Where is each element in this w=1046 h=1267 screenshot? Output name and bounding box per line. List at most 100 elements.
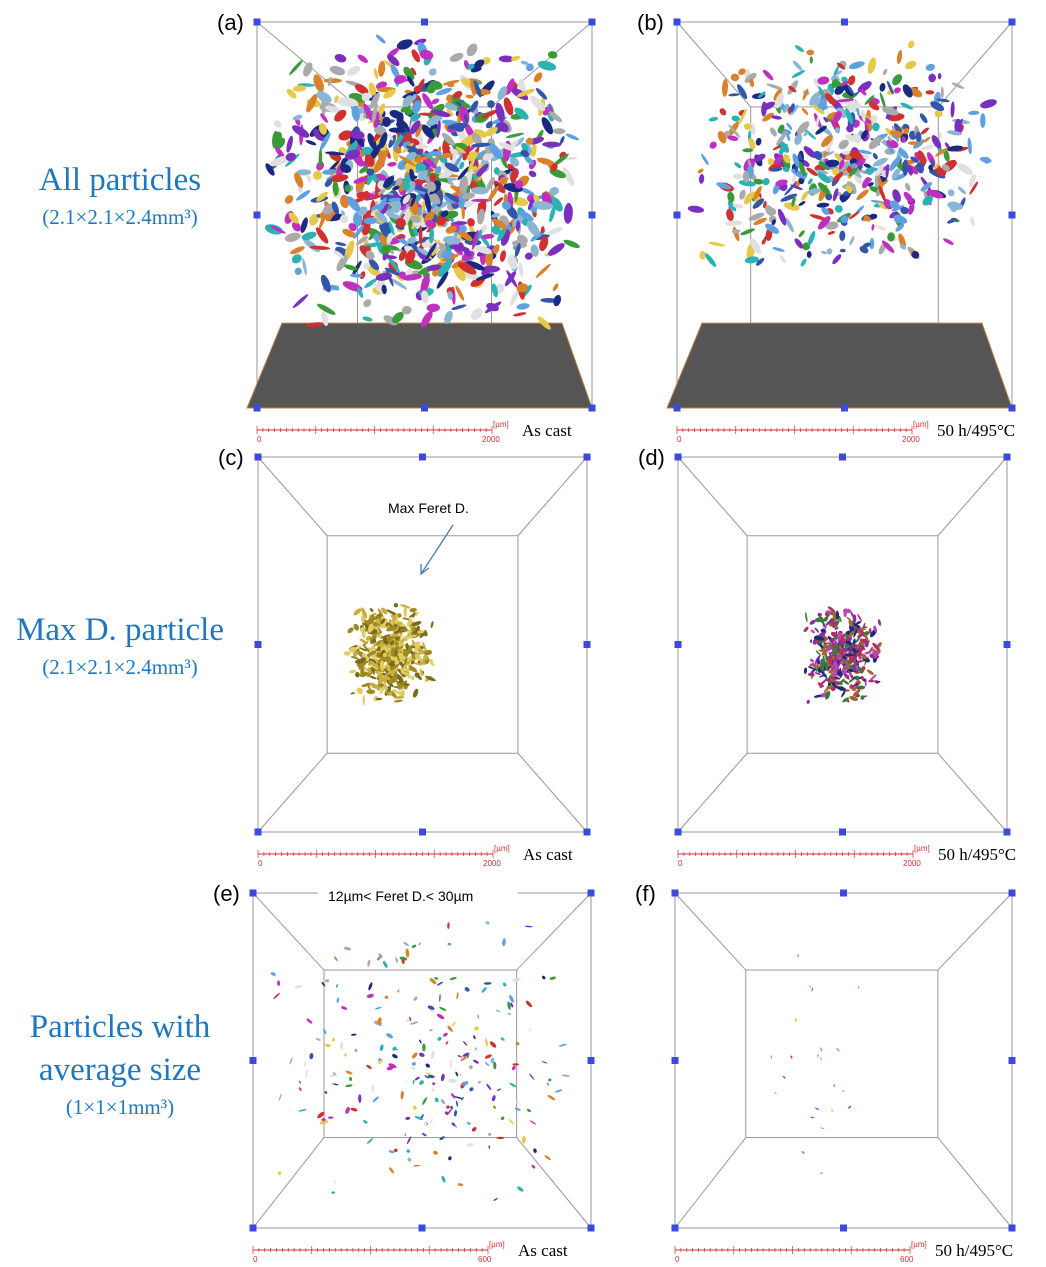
particle [355, 672, 360, 678]
handle [1008, 404, 1016, 412]
scale-start: 0 [258, 859, 263, 868]
particle [355, 236, 369, 246]
particle [935, 147, 948, 157]
particle [738, 68, 746, 76]
particle [306, 93, 318, 113]
particle [377, 148, 389, 159]
particle [717, 130, 727, 144]
particle [535, 87, 548, 100]
scale-unit: [µm] [911, 1240, 927, 1249]
particle [491, 1095, 496, 1102]
particle [791, 168, 807, 179]
particle [397, 613, 402, 618]
particle [833, 111, 842, 122]
particle [470, 78, 476, 97]
particle [852, 133, 862, 142]
particle [782, 1075, 786, 1079]
frame-line [937, 21, 1013, 108]
particle [563, 239, 580, 249]
particle [944, 142, 950, 150]
handle [673, 211, 681, 219]
frame [252, 892, 592, 1229]
particle [461, 206, 465, 220]
particle [298, 1087, 302, 1092]
particle [491, 212, 500, 218]
particle [832, 254, 842, 265]
particle [772, 247, 785, 252]
particle [802, 127, 817, 140]
particle [725, 220, 743, 226]
particle [967, 137, 972, 155]
panel: (d) 0 2000 [µm] 50 h/495°C [638, 445, 1016, 868]
particle [886, 80, 894, 95]
particle [802, 88, 809, 101]
particle [770, 167, 783, 172]
particle [429, 173, 437, 183]
particle [445, 225, 458, 234]
particle [860, 88, 867, 96]
handle [587, 889, 595, 897]
particle [421, 198, 426, 213]
particle [810, 639, 812, 643]
particle [471, 186, 489, 195]
particle [812, 103, 825, 115]
particle [392, 311, 404, 324]
particle [402, 651, 409, 657]
particle [837, 670, 843, 677]
particle [832, 167, 840, 176]
particle [798, 200, 806, 207]
particle [378, 1058, 383, 1065]
particle [857, 613, 862, 622]
particle [447, 922, 450, 929]
particle [908, 203, 915, 215]
particle [462, 1052, 470, 1057]
particle [352, 260, 362, 276]
particle [916, 162, 925, 174]
particle [778, 143, 788, 155]
particle [316, 191, 328, 202]
particle [926, 189, 944, 199]
particle [824, 636, 829, 640]
particle [339, 164, 352, 173]
particle [312, 170, 323, 180]
particle [392, 633, 399, 638]
particle [766, 83, 783, 90]
particle [455, 1100, 459, 1107]
particle [903, 191, 914, 203]
particle [422, 1132, 427, 1137]
particle [418, 661, 426, 666]
particle [449, 147, 459, 156]
particle [892, 74, 903, 86]
particle [798, 177, 805, 185]
particle [497, 86, 508, 100]
particle [536, 157, 555, 166]
annotation: 12µm< Feret D.< 30µm [328, 888, 473, 904]
particle [900, 206, 909, 215]
handle [841, 404, 848, 412]
particle [396, 233, 405, 240]
particle [743, 123, 752, 130]
particle [840, 633, 845, 642]
particle [533, 1148, 537, 1153]
particle [332, 1180, 337, 1185]
particle [463, 113, 468, 124]
particle [327, 77, 332, 86]
particle [477, 208, 485, 225]
particle [373, 125, 387, 136]
particle [305, 1069, 308, 1078]
particle [468, 1065, 473, 1070]
particle [303, 62, 313, 77]
particle [485, 121, 494, 129]
particle [761, 238, 767, 245]
particle [332, 1083, 339, 1086]
particle [387, 255, 400, 273]
particle [528, 170, 537, 178]
particle [847, 85, 854, 95]
particle [898, 233, 906, 249]
particle [860, 675, 865, 681]
particle [340, 1041, 343, 1050]
particle [773, 154, 784, 165]
particle [450, 1105, 454, 1110]
particle [492, 218, 507, 230]
handle [671, 889, 679, 897]
